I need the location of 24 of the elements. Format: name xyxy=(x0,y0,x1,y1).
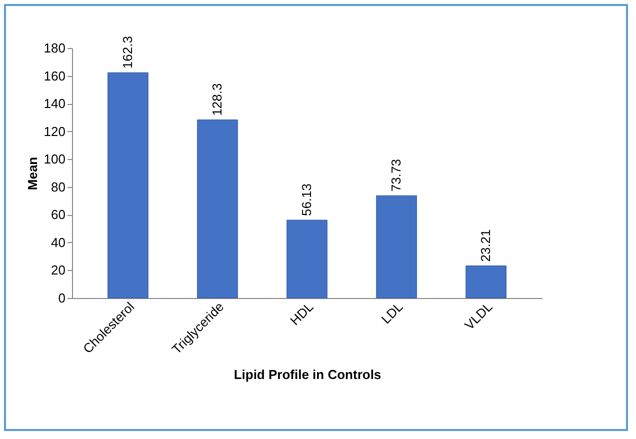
x-axis-title: Lipid Profile in Controls xyxy=(234,366,382,382)
data-label: 73.73 xyxy=(388,159,404,192)
y-tick-label: 120 xyxy=(44,124,66,139)
bar xyxy=(466,266,506,298)
bar xyxy=(376,195,417,298)
x-tick-label: LDL xyxy=(378,299,406,327)
y-tick-label: 140 xyxy=(44,96,66,112)
y-axis-title: Mean xyxy=(24,156,40,190)
x-tick-label: HDL xyxy=(287,299,316,328)
bar xyxy=(197,120,238,298)
data-label: 128.3 xyxy=(209,83,224,116)
y-tick-label: 100 xyxy=(44,152,66,167)
y-tick-label: 20 xyxy=(51,262,66,278)
y-tick-label: 80 xyxy=(51,179,66,194)
bar xyxy=(108,72,148,298)
y-tick-label: 40 xyxy=(51,234,66,250)
data-label: 162.3 xyxy=(120,36,135,69)
data-label: 56.13 xyxy=(299,183,314,216)
data-label: 23.21 xyxy=(478,229,494,262)
bar xyxy=(286,220,328,298)
y-tick-label: 160 xyxy=(44,68,66,84)
y-tick-label: 60 xyxy=(51,207,66,222)
y-tick-label: 180 xyxy=(44,40,66,56)
y-tick-label: 0 xyxy=(58,290,66,306)
